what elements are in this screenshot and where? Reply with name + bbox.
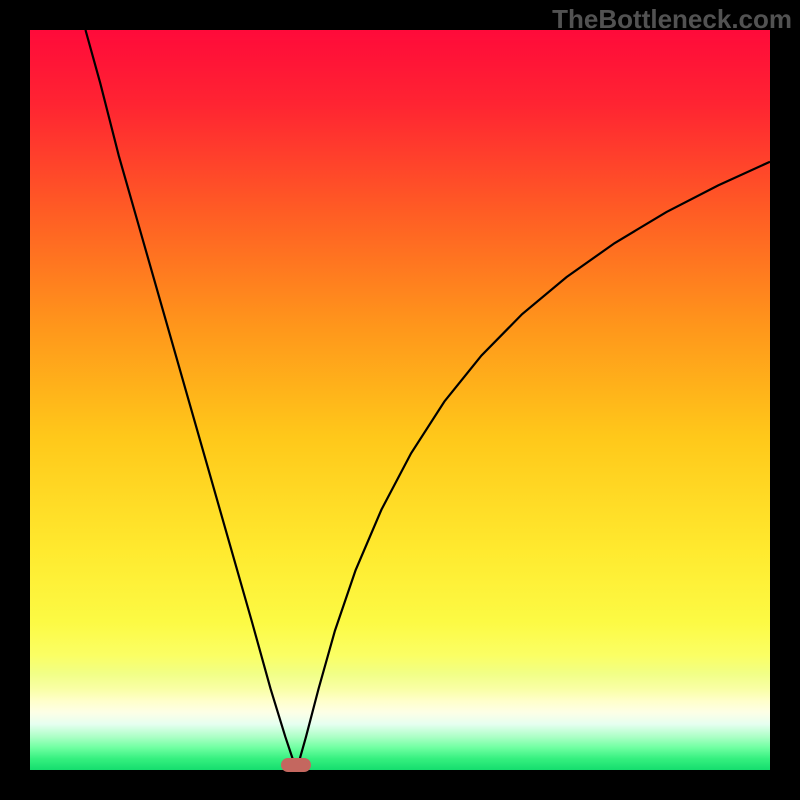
plot-area bbox=[30, 30, 770, 770]
watermark-text: TheBottleneck.com bbox=[552, 4, 792, 35]
curve-right-branch bbox=[298, 162, 770, 766]
chart-container: TheBottleneck.com bbox=[0, 0, 800, 800]
bottleneck-curve bbox=[30, 30, 770, 770]
curve-left-branch bbox=[86, 30, 295, 766]
optimum-marker bbox=[281, 758, 311, 772]
